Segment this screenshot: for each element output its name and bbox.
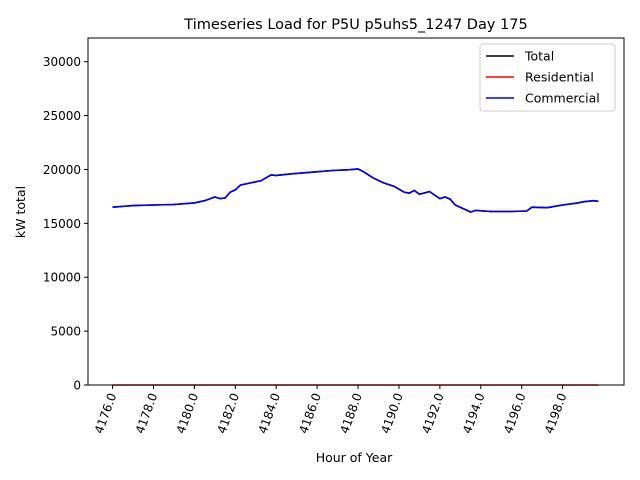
x-tick-label: 4176.0 xyxy=(92,391,120,435)
legend-label-residential: Residential xyxy=(525,70,594,85)
x-axis-label: Hour of Year xyxy=(316,450,393,465)
y-axis: 0 5000 10000 15000 20000 25000 30000 xyxy=(43,55,88,393)
x-tick-label: 4182.0 xyxy=(215,391,243,435)
x-tick-label: 4196.0 xyxy=(501,391,529,435)
y-tick-label: 25000 xyxy=(43,109,81,123)
y-tick-label: 30000 xyxy=(43,55,81,69)
x-tick-label: 4190.0 xyxy=(378,391,406,435)
x-tick-label: 4184.0 xyxy=(256,391,284,435)
x-tick-label: 4180.0 xyxy=(174,391,202,435)
x-axis: 4176.0 4178.0 4180.0 4182.0 4184.0 4186.0 4188… xyxy=(92,385,570,435)
legend-label-total: Total xyxy=(524,49,554,64)
plot-area xyxy=(112,168,599,386)
legend-label-commercial: Commercial xyxy=(525,91,600,106)
series-line-total xyxy=(112,168,599,213)
x-tick-label: 4188.0 xyxy=(337,391,365,435)
legend-box xyxy=(479,43,616,112)
x-tick-label: 4186.0 xyxy=(296,391,324,435)
x-tick-label: 4198.0 xyxy=(542,391,570,435)
y-tick-label: 15000 xyxy=(43,217,81,231)
x-tick-label: 4194.0 xyxy=(460,391,488,435)
legend: Total Residential Commercial xyxy=(479,43,616,112)
series-line-commercial xyxy=(112,168,599,213)
y-tick-label: 0 xyxy=(73,379,81,393)
y-axis-label: kW total xyxy=(13,186,28,238)
x-tick-label: 4178.0 xyxy=(133,391,161,435)
y-tick-label: 10000 xyxy=(43,271,81,285)
axes-frame xyxy=(87,37,625,386)
y-tick-label: 20000 xyxy=(43,163,81,177)
y-tick-label: 5000 xyxy=(50,325,81,339)
chart-title: Timeseries Load for P5U p5uhs5_1247 Day … xyxy=(183,17,527,33)
x-tick-label: 4192.0 xyxy=(419,391,447,435)
